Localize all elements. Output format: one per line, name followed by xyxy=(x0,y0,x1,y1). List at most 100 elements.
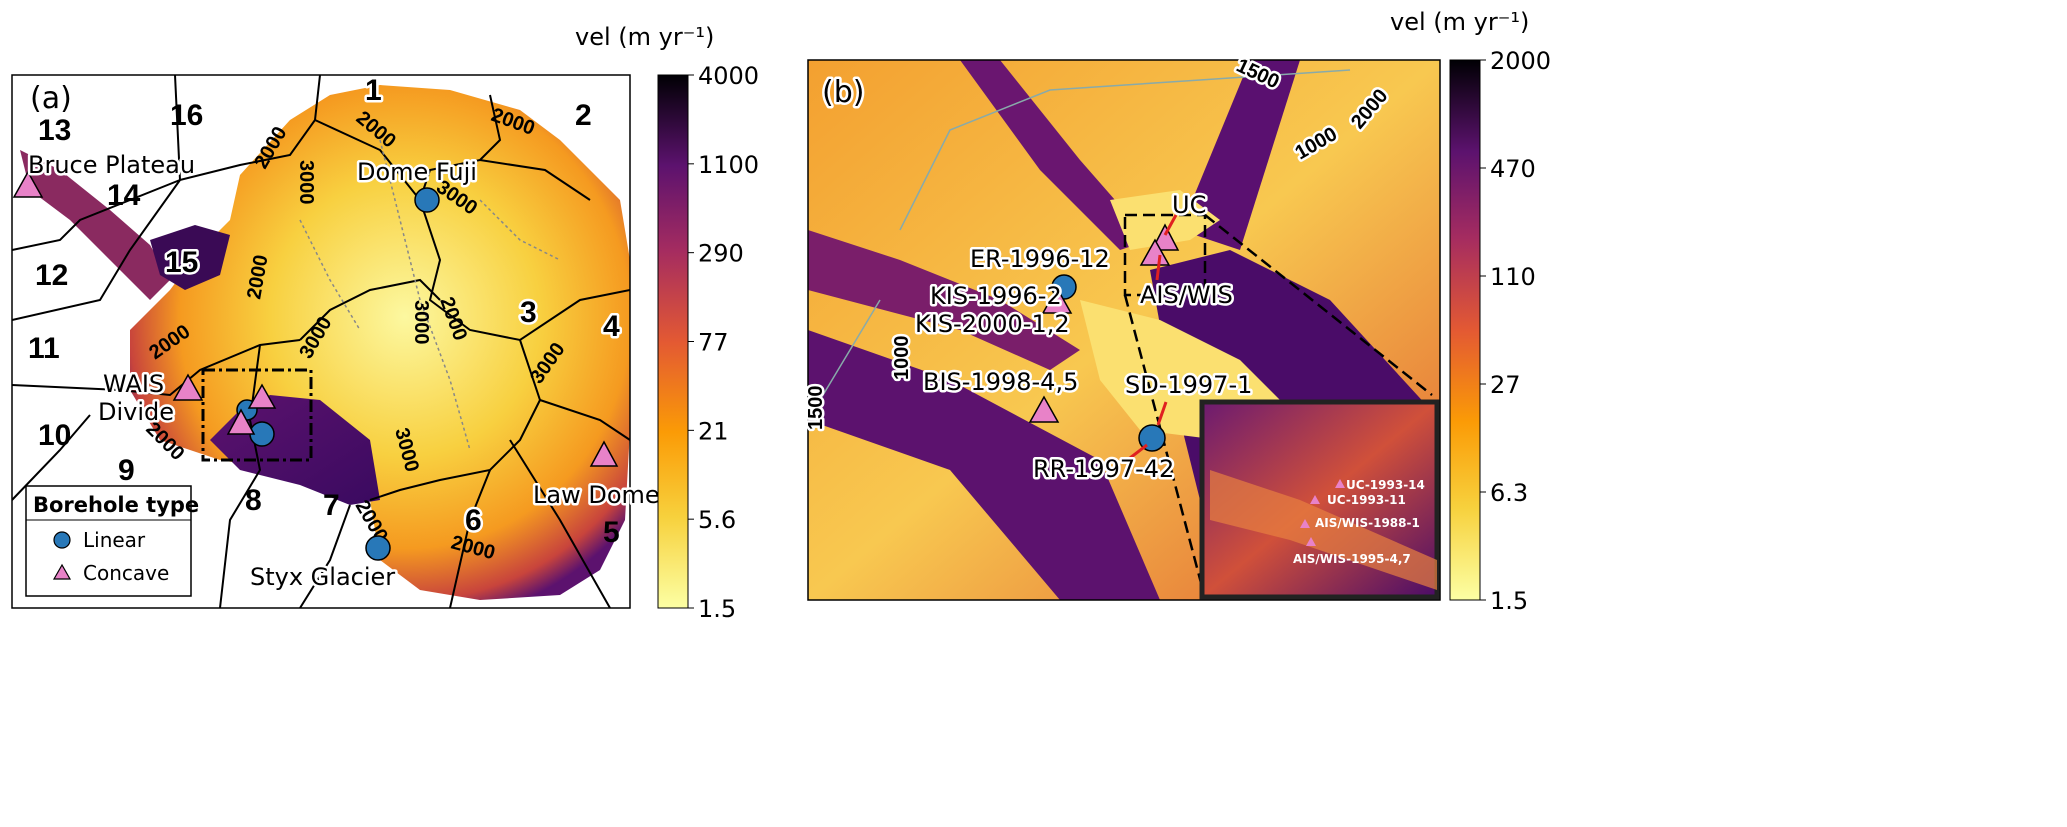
contour-label: 1500 xyxy=(805,386,827,431)
peninsula xyxy=(20,150,170,300)
colorbar-tick-label: 6.3 xyxy=(1490,479,1528,507)
flow-arrow xyxy=(1155,254,1162,281)
basin-11: 11 xyxy=(28,332,60,365)
colorbar-tick-label: 5.6 xyxy=(698,506,736,534)
site-er-1996-12: ER-1996-12 xyxy=(970,245,1110,273)
inset-site-uc-1993-11: UC-1993-11 xyxy=(1327,493,1406,507)
inset-site-uc-1993-14: UC-1993-14 xyxy=(1346,478,1425,492)
site-kis-1996-2: KIS-1996-2 xyxy=(930,282,1062,310)
basin-1: 1 xyxy=(365,74,382,107)
colorbar-tick-label: 2000 xyxy=(1490,47,1551,75)
basin-6: 6 xyxy=(465,504,482,537)
borehole-sites-a: Bruce Plateau Dome Fuji WAIS Divide Law … xyxy=(12,149,662,594)
contour-label: 1000 xyxy=(891,336,913,381)
colorbar-tick-label: 1100 xyxy=(698,151,759,179)
elevation-contours-b xyxy=(819,69,1351,401)
legend-linear-icon xyxy=(53,531,71,549)
panel-b-frame xyxy=(807,59,1441,601)
basin-13: 13 xyxy=(38,114,71,147)
site-styx-glacier: Styx Glacier xyxy=(250,563,395,591)
inset-concave-marker xyxy=(1335,479,1345,488)
inset-extent xyxy=(1123,213,1433,599)
ronne-ice-shelf xyxy=(150,225,230,290)
colorbar-tick-label: 110 xyxy=(1490,263,1536,291)
linear-marker xyxy=(414,187,440,213)
inset-concave-marker xyxy=(1300,519,1310,528)
concave-marker xyxy=(589,440,619,467)
antarctica-velocity-field xyxy=(130,85,630,600)
colorbar-tick-label: 27 xyxy=(1490,371,1521,399)
basin-16: 16 xyxy=(170,99,203,132)
ice-divides xyxy=(299,139,561,451)
basin-boundaries xyxy=(12,75,630,608)
panel-b-extent-box xyxy=(201,368,313,462)
colorbar-a-title: vel (m yr⁻¹) xyxy=(575,23,714,51)
basin-12: 12 xyxy=(35,259,68,292)
concave-marker xyxy=(12,170,44,198)
site-uc: UC xyxy=(1172,191,1206,219)
panel-a-label: (a) xyxy=(30,81,72,116)
colorbar-a-ramp xyxy=(657,74,689,609)
site-law-dome: Law Dome xyxy=(533,481,660,509)
flow-arrow xyxy=(1163,214,1178,236)
ice-stream-upper xyxy=(1180,60,1300,250)
colorbar-tick-label: 470 xyxy=(1490,155,1536,183)
colorbar-a: vel (m yr⁻¹) 4000 1100 290 77 21 5.6 1.5 xyxy=(575,23,759,623)
inset-map: UC-1993-14 UC-1993-11 AIS/WIS-1988-1 AIS… xyxy=(1199,399,1440,600)
concave-marker xyxy=(1028,395,1060,423)
ross-ice-shelf xyxy=(210,395,380,505)
colorbar-b: vel (m yr⁻¹) 2000 470 110 27 6.3 1.5 xyxy=(1390,8,1551,615)
inset-concave-marker xyxy=(1306,537,1316,546)
inset-site-ais-wis-1995-4-7: AIS/WIS-1995-4,7 xyxy=(1293,552,1411,566)
basin-3: 3 xyxy=(520,296,537,329)
legend-linear-label: Linear xyxy=(83,528,146,552)
colorbar-tick-label: 1.5 xyxy=(698,595,736,623)
basin-14: 14 xyxy=(107,179,141,212)
colorbar-tick-label: 77 xyxy=(698,329,729,357)
inset-ridge xyxy=(1210,470,1437,590)
basin-8: 8 xyxy=(245,484,262,517)
linear-marker xyxy=(365,535,391,561)
basin-4: 4 xyxy=(603,310,620,343)
concave-marker xyxy=(1041,286,1073,314)
flow-arrow xyxy=(1129,443,1148,460)
concave-marker xyxy=(1150,223,1180,251)
legend-title: Borehole type xyxy=(33,493,199,517)
site-ais-wis: AIS/WIS xyxy=(1140,281,1233,309)
concave-marker xyxy=(226,408,256,435)
site-wais-divide-line2: Divide xyxy=(98,398,174,426)
colorbar-b-title: vel (m yr⁻¹) xyxy=(1390,8,1529,36)
ridge-engelhardt xyxy=(1110,190,1220,250)
panel-a-frame xyxy=(11,74,631,609)
panel-b-label: (b) xyxy=(822,75,864,110)
colorbar-tick-label: 21 xyxy=(698,417,729,445)
basin-5: 5 xyxy=(603,516,620,549)
site-sd-1997-1: SD-1997-1 xyxy=(1125,371,1252,399)
colorbar-tick-label: 290 xyxy=(698,240,744,268)
inset-concave-marker xyxy=(1310,495,1320,504)
ice-stream-kamb xyxy=(808,330,1160,600)
colorbar-tick-label: 4000 xyxy=(698,62,759,90)
concave-marker xyxy=(247,383,277,409)
flow-arrow xyxy=(1156,401,1168,426)
borehole-legend: Borehole type Linear Concave xyxy=(25,485,199,597)
contour-label: 3000 xyxy=(410,300,432,345)
basin-10: 10 xyxy=(38,419,71,452)
concave-marker xyxy=(172,373,204,401)
site-wais-divide-line1: WAIS xyxy=(103,370,164,398)
basin-9: 9 xyxy=(118,454,135,487)
colorbar-tick-label: 1.5 xyxy=(1490,587,1528,615)
site-dome-fuji: Dome Fuji xyxy=(357,158,477,186)
borehole-sites-b: UC ER-1996-12 AIS/WIS KIS-1996-2 KIS-200… xyxy=(913,189,1255,486)
basin-2: 2 xyxy=(575,99,592,132)
site-kis-2000-1-2: KIS-2000-1,2 xyxy=(915,310,1070,338)
colorbar-b-ramp xyxy=(1449,59,1481,601)
site-bruce-plateau: Bruce Plateau xyxy=(28,151,195,179)
basin-numbers: 1 2 3 4 5 6 7 8 9 10 11 12 13 14 15 16 xyxy=(28,72,623,550)
legend-concave-icon xyxy=(52,563,72,580)
basin-7: 7 xyxy=(323,489,340,522)
concave-marker xyxy=(1139,238,1171,266)
basin-15: 15 xyxy=(165,246,198,279)
contour-label: 3000 xyxy=(295,160,317,205)
